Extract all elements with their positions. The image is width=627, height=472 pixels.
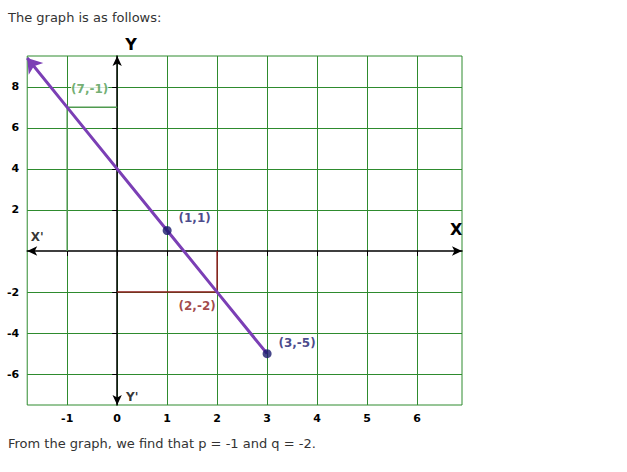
svg-text:X: X [450,220,463,239]
html-text:From the graph, we find that p: From the graph, we find that p = -1 and … [8,436,316,451]
svg-text:6: 6 [12,121,20,134]
svg-text:X': X' [31,230,44,244]
svg-text:(2,-2): (2,-2) [179,299,216,313]
svg-text:-2: -2 [7,286,19,299]
svg-text:3: 3 [263,412,271,424]
svg-text:Y: Y [124,35,137,54]
html-text:The graph is as follows:: The graph is as follows: [8,10,162,25]
svg-text:(7,-1): (7,-1) [71,82,108,96]
svg-text:(1,1): (1,1) [179,211,211,225]
svg-text:2: 2 [12,203,20,216]
svg-text:(3,-5): (3,-5) [278,336,315,350]
svg-text:8: 8 [12,80,20,93]
svg-text:6: 6 [413,412,421,424]
svg-text:0: 0 [113,412,121,424]
svg-text:-1: -1 [61,412,73,424]
svg-text:Y': Y' [125,390,138,404]
svg-text:5: 5 [363,412,371,424]
svg-text:-4: -4 [7,327,20,340]
svg-text:4: 4 [313,412,321,424]
svg-text:1: 1 [163,412,171,424]
svg-text:2: 2 [213,412,221,424]
svg-text:4: 4 [12,162,20,175]
svg-text:-6: -6 [7,368,20,381]
